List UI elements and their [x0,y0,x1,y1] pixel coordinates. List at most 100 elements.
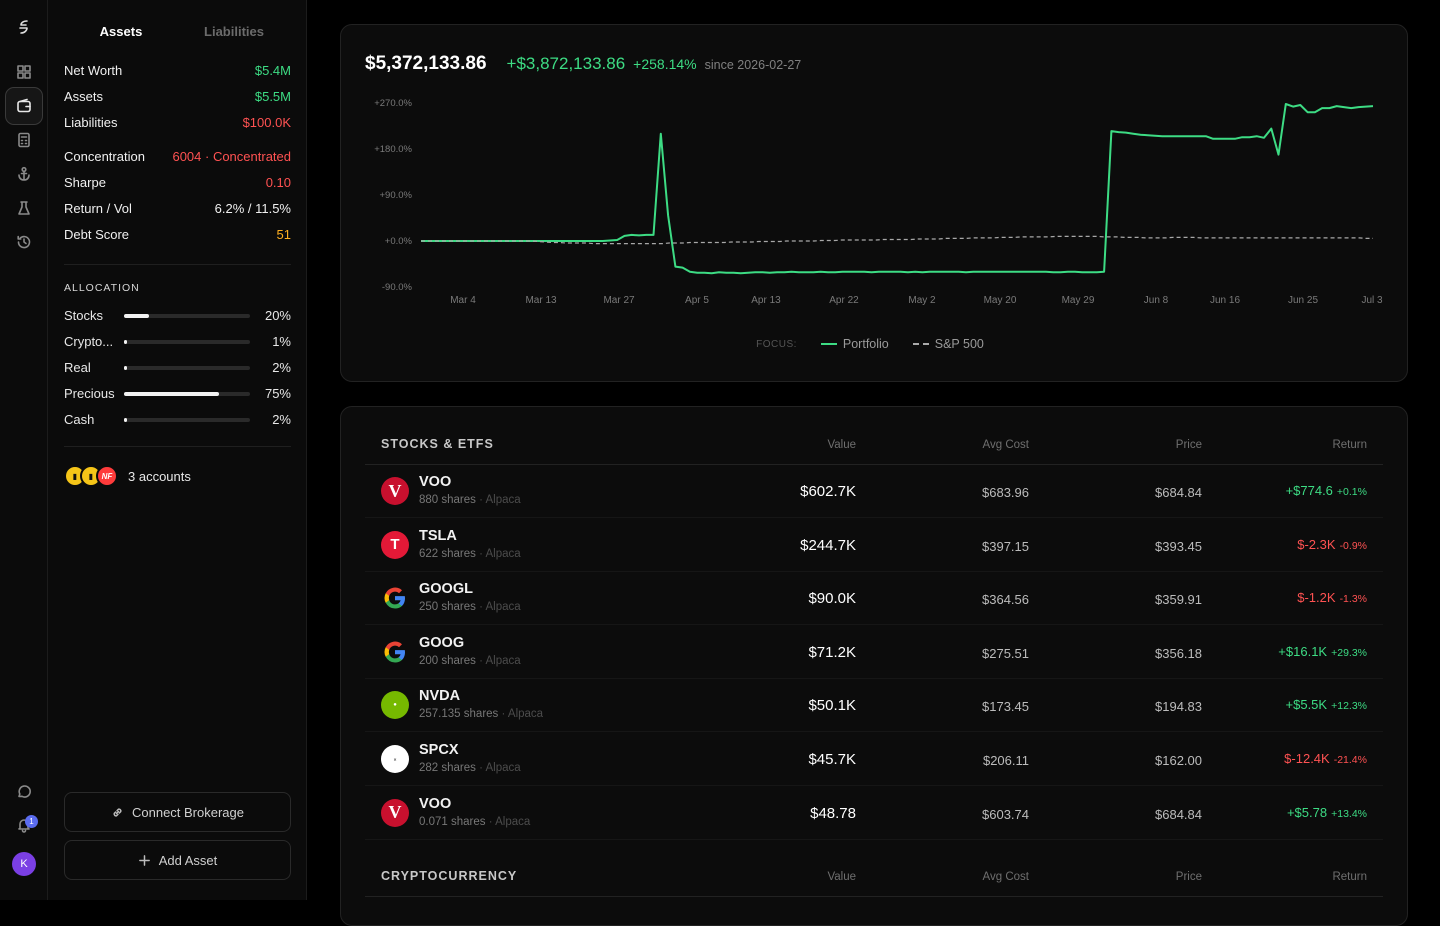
stat-concentration: Concentration 6004 · Concentrated [64,147,291,165]
col-value[interactable]: Value [827,871,856,883]
logo-icon[interactable] [0,10,48,44]
tab-assets[interactable]: Assets [99,24,143,39]
return-amount: +$16.1K [1278,643,1328,659]
broker-name: Alpaca [485,547,521,560]
price: $194.83 [1155,699,1202,715]
anchor-icon[interactable] [0,157,48,191]
x-tick-label: Jul 3 [1361,295,1383,306]
avg-cost: $173.45 [982,699,1029,715]
holding-value: $50.1K [808,697,856,715]
legend-portfolio[interactable]: Portfolio [820,337,889,351]
x-tick-label: May 2 [908,295,936,306]
col-price[interactable]: Price [1175,439,1202,451]
shares-word: shares [463,708,499,721]
stat-debt-score: Debt Score 51 [64,225,291,243]
holding-row[interactable]: ● NVDA 257.135 shares · Alpaca $50.1K $173.4… [365,679,1383,733]
holding-value: $244.7K [800,536,856,554]
dashboard-icon[interactable] [0,55,48,89]
allocation-fill [124,392,219,396]
flask-icon[interactable] [0,191,48,225]
connect-brokerage-label: Connect Brokerage [131,804,244,820]
holding-row[interactable]: T TSLA 622 shares · Alpaca $244.7K $397.15 $3… [365,519,1383,572]
chart-legend: FOCUS: Portfolio S&P 500 [341,337,1409,351]
x-tick-label: Jun 8 [1144,295,1169,306]
x-tick-label: Jun 16 [1210,295,1240,306]
holding-row[interactable]: V VOO 0.071 shares · Alpaca $48.78 $603.74 $6… [365,787,1383,840]
holding-row[interactable]: GOOGL 250 shares · Alpaca $90.0K $364.56 $35… [365,572,1383,626]
broker-name: Alpaca [485,654,521,667]
x-tick-label: Mar 4 [450,295,476,306]
col-return[interactable]: Return [1332,439,1367,451]
add-asset-label: Add Asset [158,852,218,868]
col-price[interactable]: Price [1175,871,1202,883]
stat-label: Return / Vol [64,200,132,216]
stat-value: 6004 · Concentrated [172,148,291,164]
col-value[interactable]: Value [827,439,856,451]
allocation-bar [124,418,250,422]
return-value: +$5.5K +12.3% [1286,697,1367,712]
performance-chart[interactable]: +270.0% +180.0% +90.0% +0.0% -90.0% Mar 4 Mar … [341,25,1409,325]
shares-word: shares [441,494,476,506]
holding-details: 0.071 shares · Alpaca [419,815,531,828]
shares-word: shares [441,654,476,667]
return-pct: -1.3% [1339,593,1367,606]
allocation-fill [124,314,150,318]
holding-row[interactable]: ✕ SPCX 282 shares · Alpaca $45.7K $206.11 $16… [365,733,1383,786]
link-icon [113,807,122,817]
benchmark-line[interactable] [421,235,1373,245]
allocation-pct: 20% [264,308,291,323]
legend-label: S&P 500 [934,337,984,351]
shares-word: shares [441,601,476,614]
allocation-fill [124,418,127,422]
crypto-header: CRYPTOCURRENCY Value Avg Cost Price Retu… [365,867,1383,887]
y-tick-label: +270.0% [374,98,412,109]
portfolio-gain: +$3,872,133.86 [506,54,626,73]
share-count: 282 [419,762,439,774]
add-asset-button[interactable]: Add Asset [64,840,291,880]
calculator-icon[interactable] [0,123,48,157]
holding-details: 250 shares · Alpaca [419,601,521,614]
broker-name: Alpaca [507,708,544,721]
connect-brokerage-button[interactable]: Connect Brokerage [64,792,291,832]
stat-return-vol: Return / Vol 6.2% / 11.5% [64,199,291,217]
col-avg-cost[interactable]: Avg Cost [982,439,1029,451]
holding-value: $602.7K [800,483,856,500]
y-tick-label: +90.0% [380,190,413,201]
return-pct: +12.3% [1331,700,1367,713]
icon-rail: 1 K [0,0,48,900]
portfolio-line[interactable] [421,103,1374,275]
avg-cost: $683.96 [982,485,1029,500]
bell-icon[interactable]: 1 [0,808,48,842]
allocation-bar [124,366,250,370]
tab-liabilities[interactable]: Liabilities [204,24,264,39]
col-return[interactable]: Return [1332,871,1367,883]
accounts-summary[interactable]: ▮ ▮ NF 3 accounts [64,464,191,488]
account-logo-icon: NF [96,465,118,487]
allocation-pct: 2% [272,360,291,375]
shares-word: shares [450,815,486,828]
return-amount: $-2.3K [1297,536,1336,552]
return-value: $-2.3K -0.9% [1297,537,1367,552]
col-avg-cost[interactable]: Avg Cost [982,871,1029,883]
stat-value: $5.4M [254,62,291,78]
holding-row[interactable]: GOOG 200 shares · Alpaca $71.2K $275.51 $356… [365,626,1383,679]
avg-cost: $206.11 [982,753,1029,768]
holding-value: $45.7K [808,751,856,768]
ticker-symbol: SPCX [419,742,459,758]
chat-icon[interactable] [0,775,48,809]
vanguard-logo-icon: V [381,477,409,505]
avg-cost: $603.74 [982,806,1029,822]
ticker-symbol: GOOG [419,634,465,651]
legend-sp500[interactable]: S&P 500 [912,337,984,351]
allocation-fill [124,366,127,370]
history-icon[interactable] [0,225,48,259]
x-tick-label: Apr 5 [685,295,709,306]
return-value: $-12.4K -21.4% [1284,751,1367,766]
holding-row[interactable]: V VOO 880 shares · Alpaca $602.7K $683.96 $68… [365,465,1383,518]
allocation-name: Crypto... [64,334,114,349]
wallet-icon[interactable] [0,87,48,125]
ticker-symbol: TSLA [419,527,457,544]
stat-label: Debt Score [64,226,130,242]
avatar[interactable]: K [12,852,36,876]
price: $393.45 [1155,538,1202,554]
